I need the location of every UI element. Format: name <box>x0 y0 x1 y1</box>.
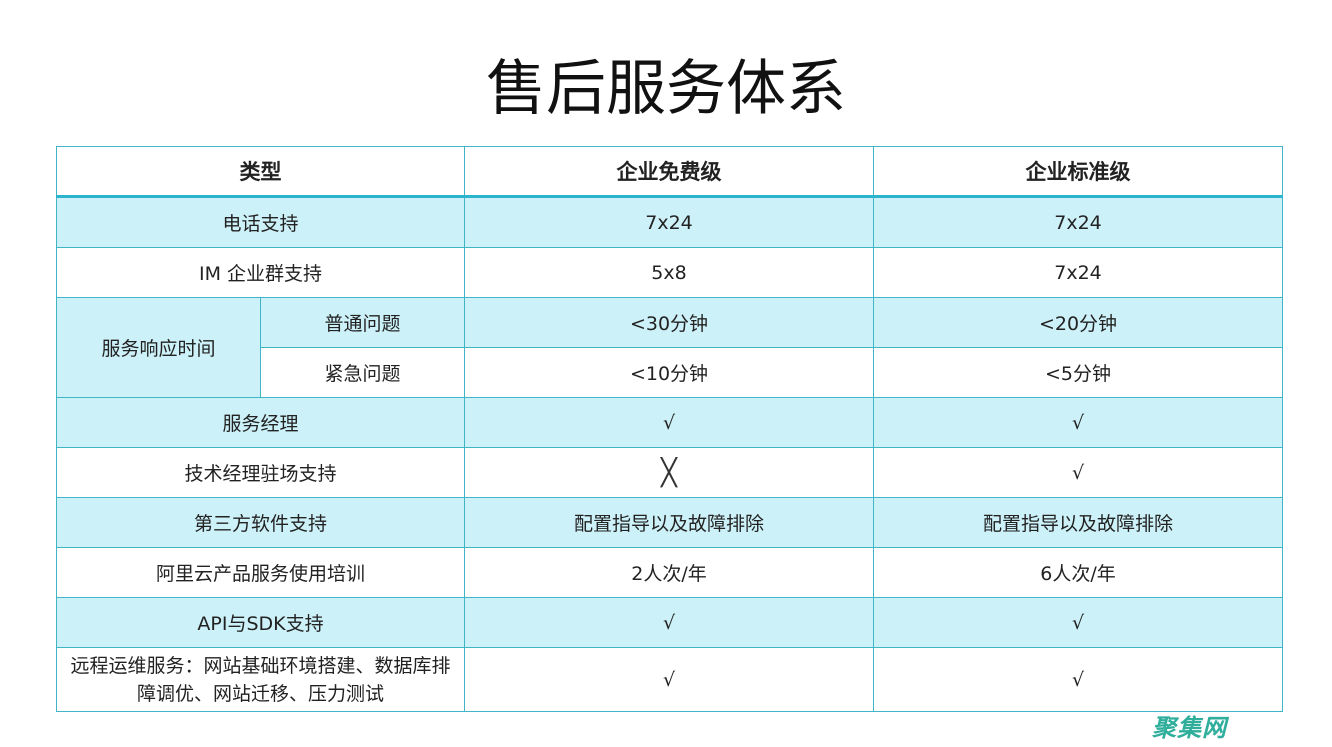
type-cell: API与SDK支持 <box>56 597 465 648</box>
header-free: 企业免费级 <box>464 146 874 198</box>
standard-cell: √ <box>873 397 1283 448</box>
type-cell: IM 企业群支持 <box>56 247 465 298</box>
table-row: 远程运维服务：网站基础环境搭建、数据库排障调优、网站迁移、压力测试 √ √ <box>56 647 1283 712</box>
header-standard: 企业标准级 <box>873 146 1283 198</box>
table-row: 紧急问题 <10分钟 <5分钟 <box>57 347 1283 398</box>
table-row: 第三方软件支持 配置指导以及故障排除 配置指导以及故障排除 <box>56 497 1283 548</box>
free-cell: 配置指导以及故障排除 <box>464 497 874 548</box>
free-cell: √ <box>464 597 874 648</box>
header-type: 类型 <box>56 146 465 198</box>
standard-cell: 配置指导以及故障排除 <box>873 497 1283 548</box>
standard-cell: √ <box>873 597 1283 648</box>
standard-cell: 7x24 <box>873 196 1283 248</box>
table-row: 服务响应时间 普通问题 <30分钟 <20分钟 <box>56 297 1283 398</box>
cross-icon: ╳ <box>464 447 874 498</box>
standard-cell: <20分钟 <box>873 297 1283 348</box>
type-cell: 阿里云产品服务使用培训 <box>56 547 465 598</box>
free-cell: <10分钟 <box>464 347 874 398</box>
type-cell: 普通问题 <box>260 297 465 348</box>
free-cell: 5x8 <box>464 247 874 298</box>
page-title: 售后服务体系 <box>486 54 846 124</box>
table-row: 服务经理 √ √ <box>56 397 1283 448</box>
standard-cell: √ <box>873 447 1283 498</box>
type-cell: 第三方软件支持 <box>56 497 465 548</box>
standard-cell: √ <box>873 647 1283 712</box>
table-row: API与SDK支持 √ √ <box>56 597 1283 648</box>
table-row: 电话支持 7x24 7x24 <box>56 196 1283 248</box>
free-cell: √ <box>464 647 874 712</box>
table-row: 技术经理驻场支持 ╳ √ <box>56 447 1283 498</box>
header-row: 类型 企业免费级 企业标准级 <box>56 146 1283 198</box>
table-row: IM 企业群支持 5x8 7x24 <box>56 247 1283 298</box>
standard-cell: 6人次/年 <box>873 547 1283 598</box>
type-cell: 紧急问题 <box>260 347 465 398</box>
watermark-logo: 聚集网 <box>1152 714 1227 742</box>
standard-cell: <5分钟 <box>873 347 1283 398</box>
free-cell: √ <box>464 397 874 448</box>
free-cell: 7x24 <box>464 196 874 248</box>
type-cell: 技术经理驻场支持 <box>56 447 465 498</box>
type-cell: 远程运维服务：网站基础环境搭建、数据库排障调优、网站迁移、压力测试 <box>56 647 465 712</box>
type-cell: 服务经理 <box>56 397 465 448</box>
service-table: 类型 企业免费级 企业标准级 电话支持 7x24 7x24 IM 企业群支持 5… <box>56 146 1283 712</box>
table-row: 阿里云产品服务使用培训 2人次/年 6人次/年 <box>56 547 1283 598</box>
free-cell: <30分钟 <box>464 297 874 348</box>
type-cell: 电话支持 <box>56 196 465 248</box>
group-cell: 服务响应时间 <box>56 297 261 398</box>
free-cell: 2人次/年 <box>464 547 874 598</box>
standard-cell: 7x24 <box>873 247 1283 298</box>
